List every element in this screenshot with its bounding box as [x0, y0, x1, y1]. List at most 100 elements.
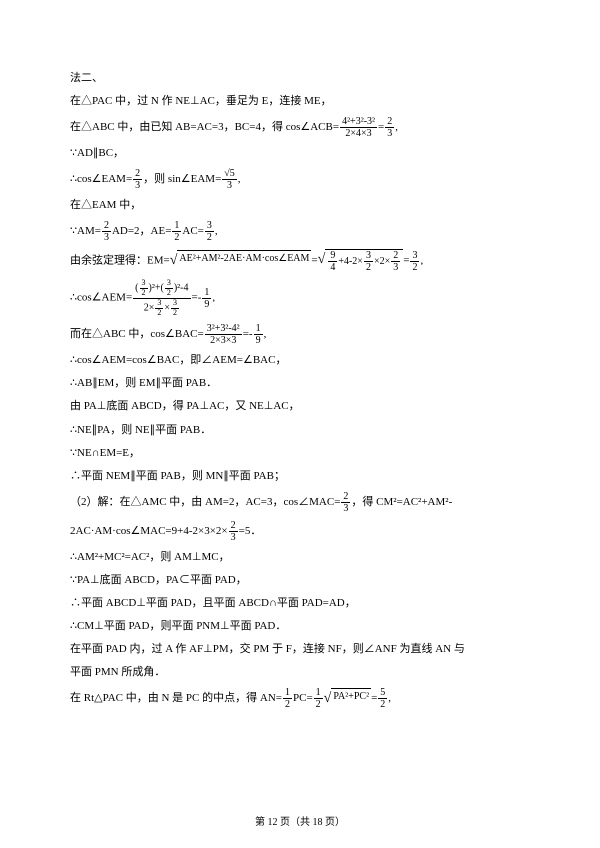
numerator: 4²+3²-3² — [340, 116, 377, 128]
denominator: 3 — [133, 180, 142, 191]
denominator: 3 — [385, 128, 394, 139]
fraction: 23 — [385, 116, 394, 139]
denominator: 3 — [391, 262, 400, 273]
fraction: 4²+3²-3²2×4×3 — [340, 116, 377, 139]
line-11: ∴cos∠AEM=cos∠BAC，即∠AEM=∠BAC， — [70, 352, 530, 369]
text: , — [395, 121, 398, 133]
line-8: 由余弦定理得：EM=√AE²+AM²-2AE·AM·cos∠EAM=√94+4-… — [70, 249, 530, 273]
text: ∴cos∠EAM= — [70, 173, 132, 185]
text: = — [403, 255, 409, 267]
numerator: 2 — [391, 250, 400, 262]
text: =5． — [239, 525, 262, 537]
denominator: 9 — [202, 299, 211, 310]
text: （2）解：在△AMC 中，由 AM=2，AC=3，cos∠MAC= — [70, 496, 340, 508]
fraction: 23 — [102, 220, 111, 243]
text: AD=2，AE= — [112, 225, 171, 237]
line-2: 在△PAC 中，过 N 作 NE⊥AC，垂足为 E，连接 ME， — [70, 93, 530, 110]
fraction: 23 — [341, 491, 350, 514]
fraction: √53 — [222, 168, 237, 191]
line-13: 由 PA⊥底面 ABCD，得 PA⊥AC，又 NE⊥AC， — [70, 398, 530, 415]
radicand: 94+4-2×32×2×23 — [325, 249, 403, 273]
fraction: 19 — [202, 287, 211, 310]
numerator: 2 — [133, 168, 142, 180]
fraction: 23 — [229, 520, 238, 543]
denominator: 3 — [229, 532, 238, 543]
denominator: 2 — [283, 699, 292, 710]
numerator: 2 — [341, 491, 350, 503]
text: ∵AM= — [70, 225, 101, 237]
line-20: ∵PA⊥底面 ABCD，PA⊂平面 PAD， — [70, 572, 530, 589]
denominator: 2 — [172, 232, 181, 243]
numerator: 1 — [172, 220, 181, 232]
numerator: (32)²+(32)²-4 — [133, 279, 190, 299]
numerator: 3 — [410, 250, 419, 262]
text: , — [388, 692, 391, 704]
radicand: PA²+PC² — [331, 688, 371, 705]
numerator: 1 — [202, 287, 211, 299]
numerator: 5 — [378, 687, 387, 699]
numerator: 9 — [328, 250, 337, 262]
text: ，得 CM²=AC²+AM²- — [351, 496, 452, 508]
fraction: 3²+3²-4²2×3×3 — [205, 323, 242, 346]
line-12: ∴AB∥EM，则 EM∥平面 PAB． — [70, 375, 530, 392]
text: = — [378, 121, 384, 133]
line-19: ∴AM²+MC²=AC²，则 AM⊥MC， — [70, 549, 530, 566]
numerator: √5 — [222, 168, 237, 180]
text: ×2× — [374, 256, 390, 267]
text: , — [264, 328, 267, 340]
fraction: (32)²+(32)²-42×32×32 — [133, 279, 190, 317]
line-9: ∴cos∠AEM=(32)²+(32)²-42×32×32=-19, — [70, 279, 530, 317]
fraction: 32 — [410, 250, 419, 273]
fraction: 32 — [205, 220, 214, 243]
line-5: ∴cos∠EAM=23，则 sin∠EAM=√53, — [70, 168, 530, 191]
line-17: （2）解：在△AMC 中，由 AM=2，AC=3，cos∠MAC=23，得 CM… — [70, 491, 530, 514]
sqrt: √PA²+PC² — [324, 688, 371, 710]
numerator: 3 — [364, 250, 373, 262]
fraction: 19 — [254, 323, 263, 346]
denominator: 2 — [364, 262, 373, 273]
text: ∴cos∠AEM= — [70, 292, 132, 304]
text: +4-2× — [338, 256, 363, 267]
fraction: 12 — [314, 687, 323, 710]
text: AC= — [182, 225, 203, 237]
line-18: 2AC·AM·cos∠MAC=9+4-2×3×2×23=5． — [70, 520, 530, 543]
text: ，则 sin∠EAM= — [143, 173, 221, 185]
text: , — [420, 255, 423, 267]
numerator: 1 — [254, 323, 263, 335]
numerator: 2 — [385, 116, 394, 128]
line-21: ∴平面 ABCD⊥平面 PAD，且平面 ABCD∩平面 PAD=AD， — [70, 595, 530, 612]
denominator: 9 — [254, 335, 263, 346]
denominator: 3 — [341, 503, 350, 514]
line-23: 在平面 PAD 内，过 A 作 AF⊥PM，交 PM 于 F，连接 NF，则∠A… — [70, 641, 530, 658]
page-footer: 第 12 页（共 18 页） — [0, 813, 600, 828]
text: 2AC·AM·cos∠MAC=9+4-2×3×2× — [70, 525, 228, 537]
text: 而在△ABC 中，cos∠BAC= — [70, 328, 204, 340]
line-15: ∵NE∩EM=E， — [70, 445, 530, 462]
line-24: 平面 PMN 所成角． — [70, 664, 530, 681]
line-10: 而在△ABC 中，cos∠BAC=3²+3²-4²2×3×3=-19, — [70, 323, 530, 346]
line-25: 在 Rt△PAC 中，由 N 是 PC 的中点，得 AN=12PC=12√PA²… — [70, 687, 530, 710]
text: =- — [192, 292, 202, 304]
text: = — [371, 692, 377, 704]
numerator: 1 — [314, 687, 323, 699]
fraction: 52 — [378, 687, 387, 710]
text: , — [212, 292, 215, 304]
denominator: 3 — [102, 232, 111, 243]
denominator: 3 — [222, 180, 237, 191]
denominator: 2 — [378, 699, 387, 710]
numerator: 2 — [102, 220, 111, 232]
line-4: ∵AD∥BC， — [70, 145, 530, 162]
denominator: 2×4×3 — [340, 128, 377, 139]
text: PC= — [293, 692, 313, 704]
denominator: 2×3×3 — [205, 335, 242, 346]
denominator: 2×32×32 — [133, 299, 190, 318]
fraction: 12 — [283, 687, 292, 710]
line-7: ∵AM=23AD=2，AE=12AC=32, — [70, 220, 530, 243]
text: 在△ABC 中，由已知 AB=AC=3，BC=4，得 cos∠ACB= — [70, 121, 339, 133]
line-14: ∴NE∥PA，则 NE∥平面 PAB． — [70, 422, 530, 439]
text: 在 Rt△PAC 中，由 N 是 PC 的中点，得 AN= — [70, 692, 282, 704]
fraction: 12 — [172, 220, 181, 243]
denominator: 4 — [328, 262, 337, 273]
numerator: 2 — [229, 520, 238, 532]
numerator: 3 — [205, 220, 214, 232]
